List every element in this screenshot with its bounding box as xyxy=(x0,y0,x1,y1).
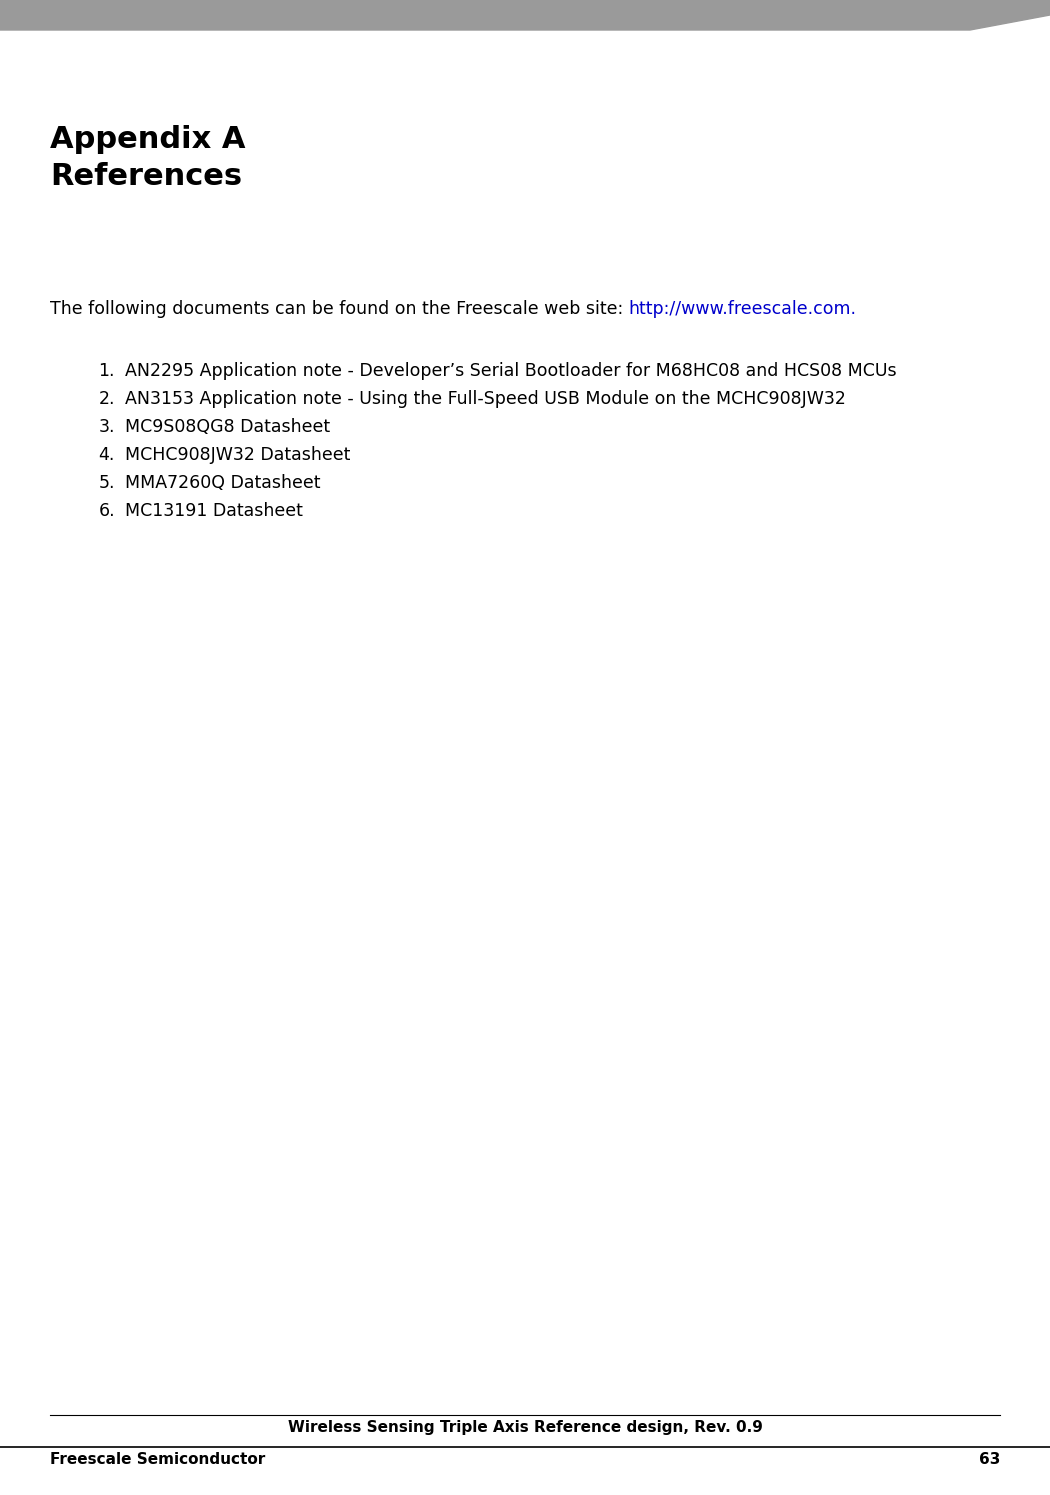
Text: The following documents can be found on the Freescale web site:: The following documents can be found on … xyxy=(50,300,629,318)
Text: 4.: 4. xyxy=(99,446,116,463)
Polygon shape xyxy=(0,0,1050,30)
Text: 1.: 1. xyxy=(99,362,116,380)
Text: Freescale Semiconductor: Freescale Semiconductor xyxy=(50,1452,266,1467)
Text: MC9S08QG8 Datasheet: MC9S08QG8 Datasheet xyxy=(125,419,330,437)
Text: Wireless Sensing Triple Axis Reference design, Rev. 0.9: Wireless Sensing Triple Axis Reference d… xyxy=(288,1420,762,1435)
Text: Appendix A
References: Appendix A References xyxy=(50,126,246,191)
Text: 5.: 5. xyxy=(99,474,116,492)
Text: MC13191 Datasheet: MC13191 Datasheet xyxy=(125,502,302,520)
Text: AN2295 Application note - Developer’s Serial Bootloader for M68HC08 and HCS08 MC: AN2295 Application note - Developer’s Se… xyxy=(125,362,897,380)
Text: 2.: 2. xyxy=(99,390,116,408)
Text: http://www.freescale.com.: http://www.freescale.com. xyxy=(629,300,857,318)
Text: 63: 63 xyxy=(979,1452,1000,1467)
Text: MMA7260Q Datasheet: MMA7260Q Datasheet xyxy=(125,474,320,492)
Text: AN3153 Application note - Using the Full-Speed USB Module on the MCHC908JW32: AN3153 Application note - Using the Full… xyxy=(125,390,846,408)
Text: 6.: 6. xyxy=(99,502,116,520)
Text: MCHC908JW32 Datasheet: MCHC908JW32 Datasheet xyxy=(125,446,351,463)
Text: 3.: 3. xyxy=(99,419,116,437)
